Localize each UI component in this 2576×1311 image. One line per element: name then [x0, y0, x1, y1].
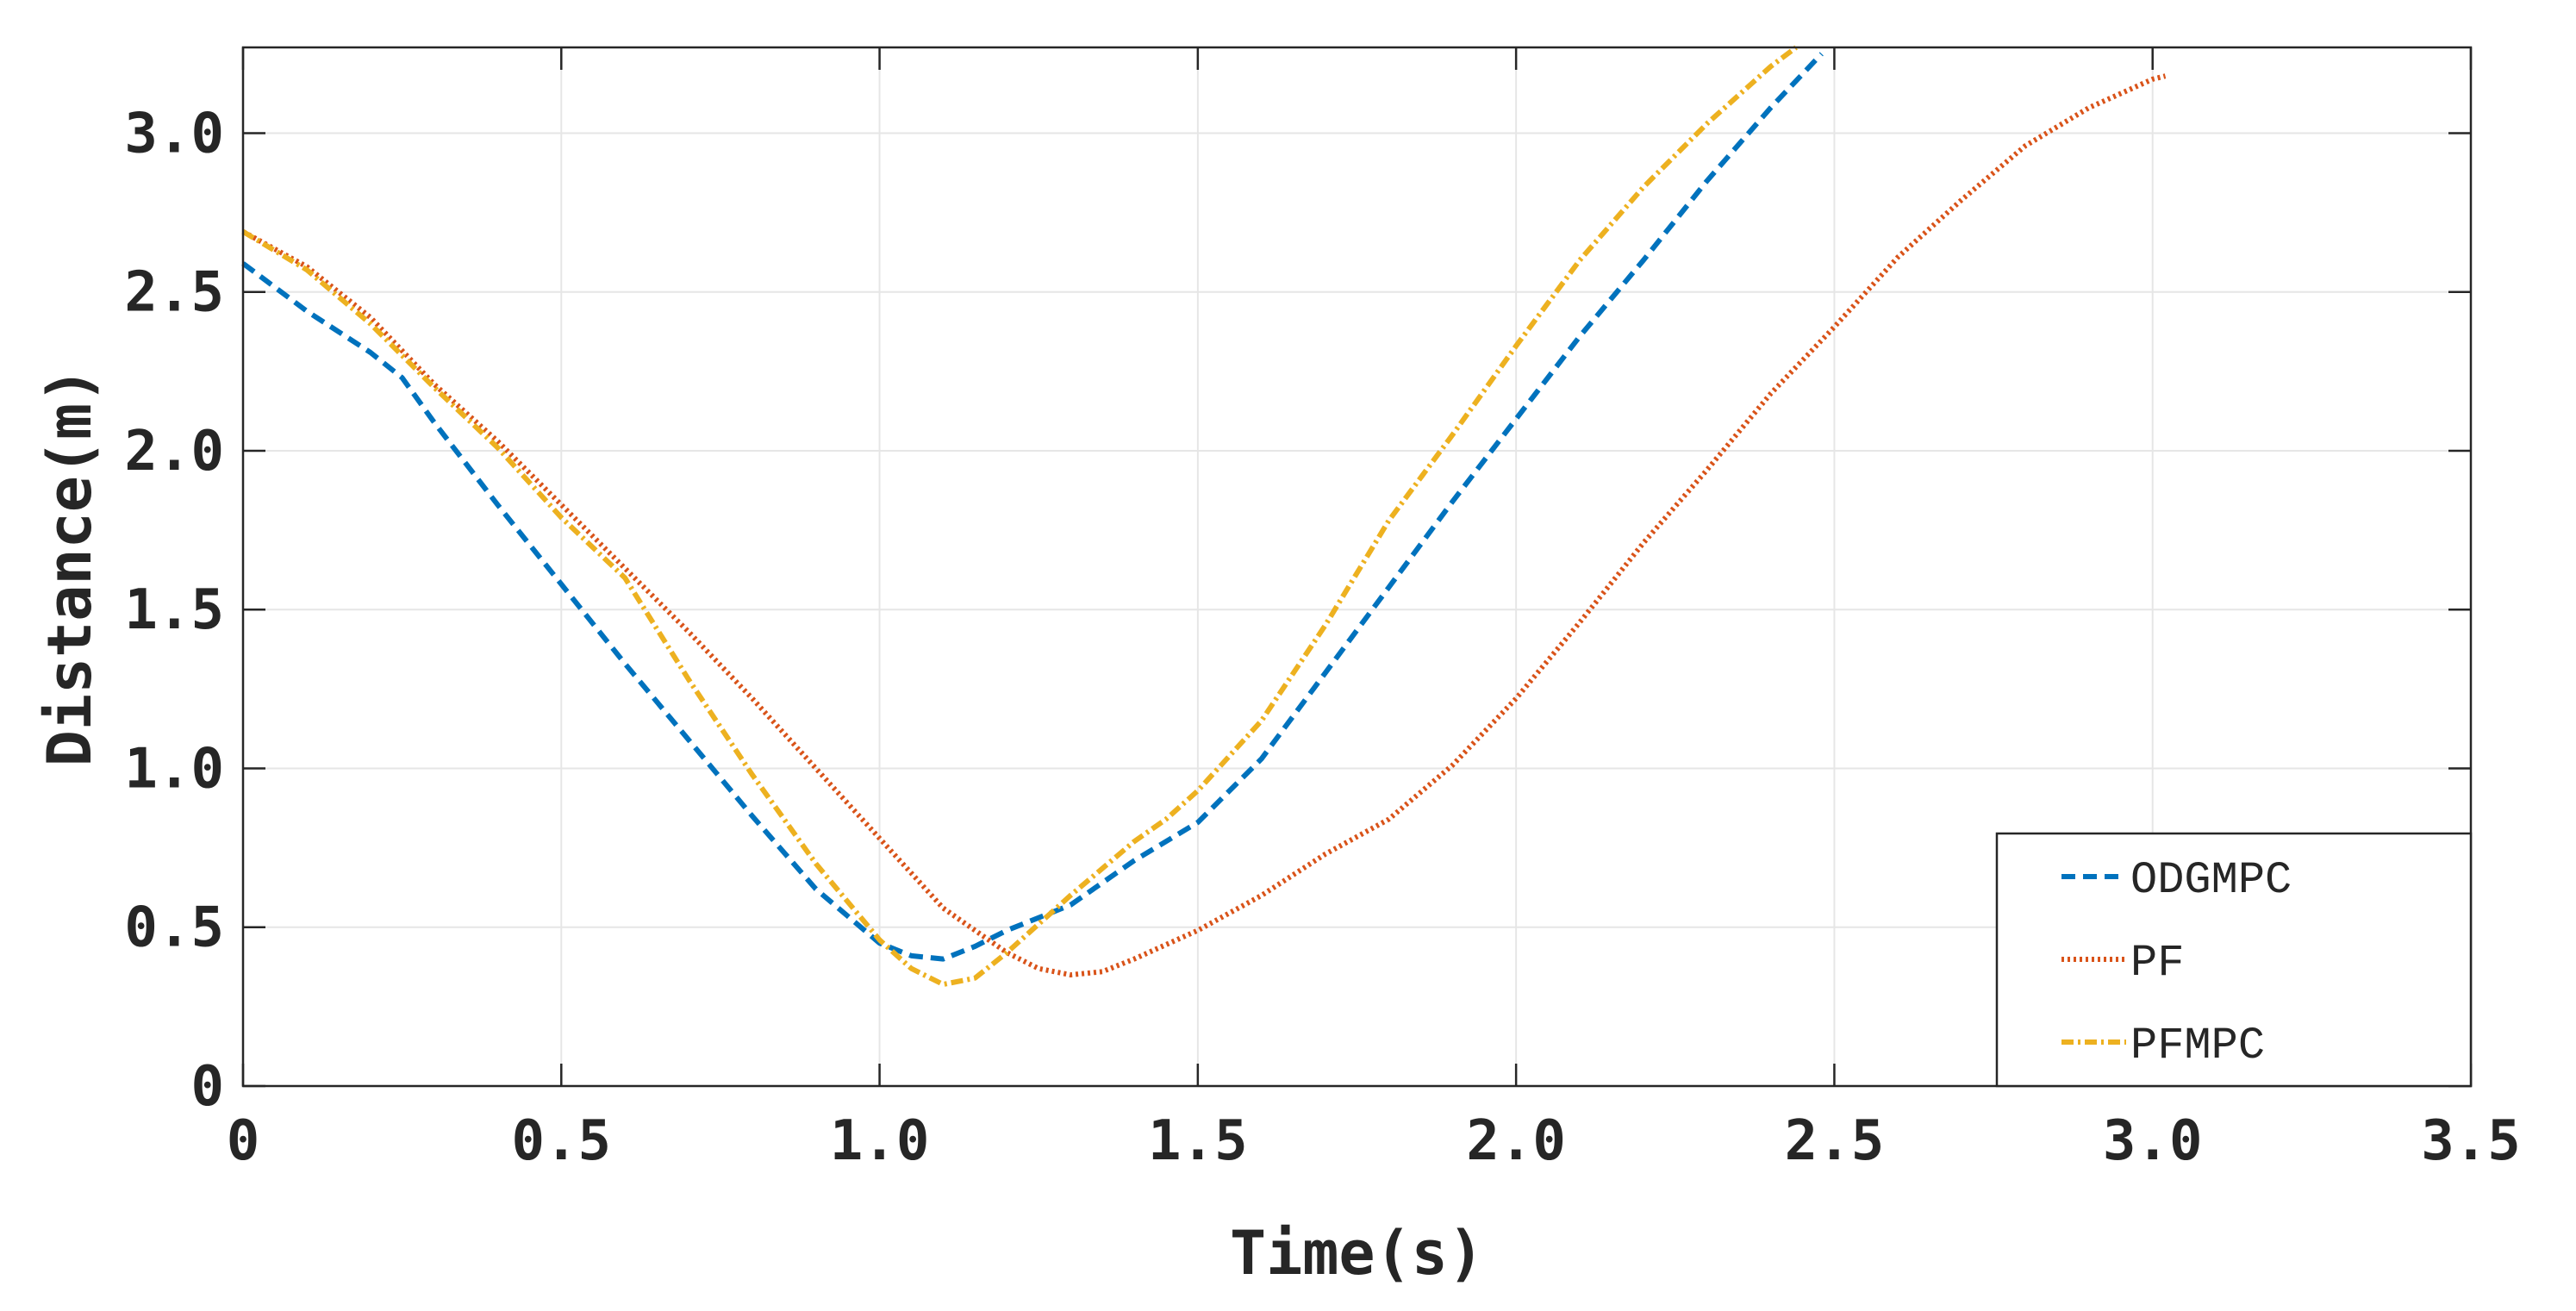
legend-label-odgmpc: ODGMPC [2130, 855, 2292, 906]
series-line-pf [241, 73, 2167, 977]
x-tick-label: 3.5 [2421, 1109, 2521, 1173]
legend-label-pfmpc: PFMPC [2130, 1021, 2265, 1071]
y-axis-label: Distance(m) [34, 367, 105, 767]
axes-box [241, 46, 2473, 1088]
x-tick-label: 2.5 [1785, 1109, 1885, 1173]
y-tick-label: 2.5 [124, 261, 224, 325]
y-tick-label: 1.5 [124, 578, 224, 642]
series-line-pfmpc [241, 45, 1798, 988]
y-tick-label: 2.0 [124, 420, 224, 484]
x-tick-label: 2.0 [1466, 1109, 1566, 1173]
legend: ODGMPC PF PFMPC [1995, 832, 2473, 1088]
legend-label-pf: PF [2130, 938, 2184, 989]
tick-labels: 0 0.5 1.0 1.5 2.0 2.5 3.0 3.5 0 0.5 1.0 1.5 2.0 2.5 3.… [124, 102, 2520, 1173]
x-tick-label: 1.5 [1148, 1109, 1248, 1173]
y-tick-label: 1.0 [124, 737, 224, 801]
y-tick-label: 0.5 [124, 896, 224, 960]
x-tick-label: 0.5 [511, 1109, 611, 1173]
x-tick-label: 0 [227, 1109, 260, 1173]
y-tick-label: 0 [190, 1055, 224, 1119]
x-axis-label: Time(s) [1230, 1218, 1484, 1289]
x-tick-label: 3.0 [2103, 1109, 2203, 1173]
x-tick-label: 1.0 [830, 1109, 930, 1173]
series-line-odgmpc [241, 52, 1824, 962]
y-tick-label: 3.0 [124, 102, 224, 165]
series-group [241, 45, 2167, 988]
